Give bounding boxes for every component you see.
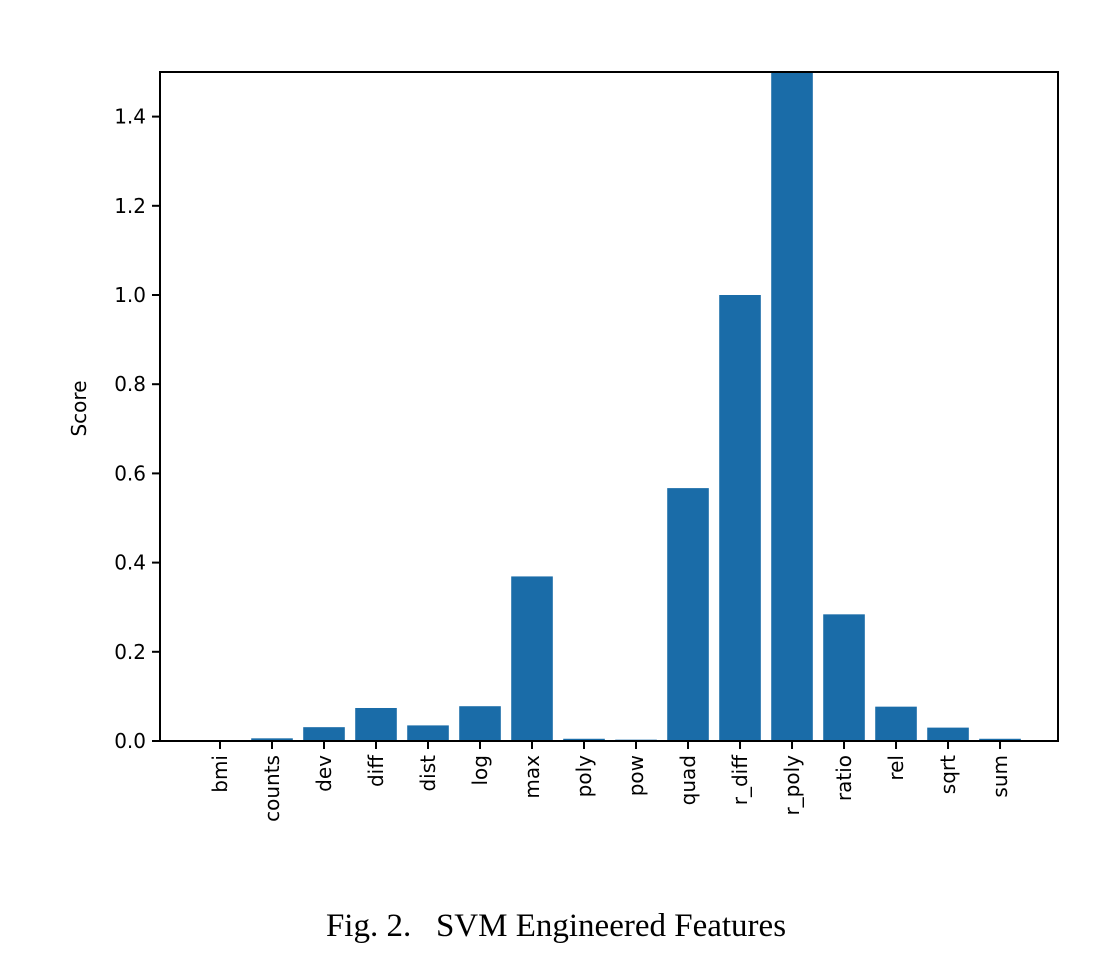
bar-ratio — [823, 614, 865, 741]
y-tick-label: 1.0 — [114, 283, 146, 307]
x-tick-label-quad: quad — [676, 755, 700, 805]
x-tick-label-diff: diff — [364, 754, 388, 787]
x-ticks-group: bmi counts dev diff dist log max poly pow quad r_d… — [208, 741, 1012, 822]
x-tick-label-log: log — [468, 755, 492, 786]
x-tick-label-r_poly: r_poly — [780, 755, 804, 816]
x-tick-label-rel: rel — [884, 755, 908, 781]
bar-sum — [979, 738, 1021, 741]
y-ticks-group: 0.0 0.2 0.4 0.6 0.8 1.0 1.2 1.4 — [114, 105, 160, 753]
y-tick-label: 1.2 — [114, 194, 146, 218]
bar-diff — [355, 707, 397, 741]
x-tick-label-ratio: ratio — [832, 755, 856, 801]
y-tick-label: 1.4 — [114, 105, 146, 129]
y-tick-label: 0.6 — [114, 461, 146, 485]
y-tick-label: 0.8 — [114, 372, 146, 396]
axes-frame — [159, 71, 1059, 742]
x-tick-label-max: max — [520, 755, 544, 799]
bar-rel — [875, 706, 917, 741]
bar-sqrt — [927, 727, 969, 741]
y-axis-label: Score — [67, 380, 91, 436]
bar-r_poly — [771, 72, 813, 741]
bar-counts — [251, 738, 293, 741]
x-tick-label-poly: poly — [572, 755, 596, 797]
x-tick-label-r_diff: r_diff — [728, 754, 752, 805]
y-tick-label: 0.4 — [114, 551, 146, 575]
bar-dev — [303, 727, 345, 741]
x-tick-label-sqrt: sqrt — [936, 755, 960, 794]
bar-r_diff — [719, 295, 761, 741]
x-tick-label-dev: dev — [312, 755, 336, 792]
bars-group — [199, 72, 1021, 741]
x-tick-label-pow: pow — [624, 755, 648, 796]
bar-max — [511, 576, 553, 741]
y-tick-label: 0.2 — [114, 640, 146, 664]
bar-poly — [563, 738, 605, 741]
figure-caption: Fig. 2. SVM Engineered Features — [325, 908, 787, 944]
bar-dist — [407, 725, 449, 741]
x-tick-label-dist: dist — [416, 755, 440, 792]
x-tick-label-sum: sum — [988, 755, 1012, 798]
x-tick-label-counts: counts — [260, 755, 284, 822]
bar-quad — [667, 488, 709, 741]
bar-log — [459, 706, 501, 741]
y-tick-label: 0.0 — [114, 729, 146, 753]
bar-chart: 0.0 0.2 0.4 0.6 0.8 1.0 1.2 1.4 bmi counts dev dif… — [67, 71, 1059, 822]
x-tick-label-bmi: bmi — [208, 755, 232, 793]
